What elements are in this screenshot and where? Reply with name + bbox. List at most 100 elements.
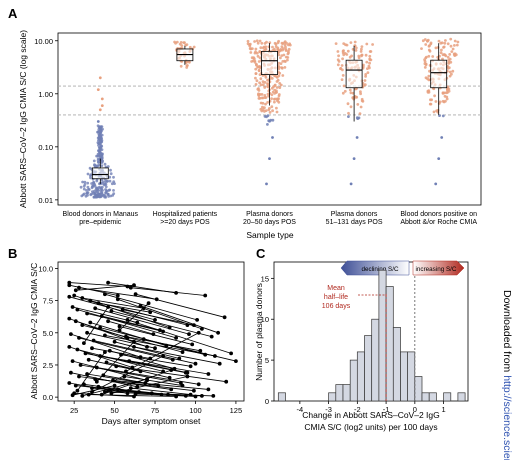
panel-a-point [424, 63, 428, 67]
panel-a-point [441, 92, 445, 95]
panel-b-point [217, 361, 222, 366]
panel-b-point [72, 293, 77, 298]
panel-a-point [341, 74, 345, 77]
panel-a-point [423, 66, 427, 69]
panel-a-point [447, 58, 451, 62]
panel-c-xtick-label: 1 [441, 405, 445, 414]
panel-a-point [264, 48, 267, 51]
panel-a-point [276, 98, 280, 101]
panel-a-point [261, 101, 265, 105]
panel-a-frame [57, 32, 482, 206]
panel-a-boxplot [345, 45, 363, 122]
panel-a-category-label-line: >=20 days POS [160, 219, 210, 226]
panel-b-series-line [130, 387, 191, 396]
panel-a-point [349, 182, 353, 186]
panel-a-point [94, 188, 98, 192]
panel-a-point [364, 75, 367, 78]
download-notice: Downloaded from http://science.scien [501, 290, 513, 460]
panel-a-point [278, 71, 282, 75]
panel-a-point [100, 164, 104, 168]
panel-a-ytick-label: 0.10 [38, 143, 53, 152]
panel-a-point [359, 90, 362, 94]
panel-a-point [253, 40, 256, 43]
panel-b-point [82, 341, 86, 345]
panel-a-point [96, 164, 100, 168]
panel-a-point [268, 77, 272, 81]
panel-b-point [193, 394, 198, 399]
panel-a-point [366, 67, 369, 70]
panel-b-point [77, 285, 81, 290]
panel-a-point [428, 69, 431, 73]
panel-a-point [278, 82, 282, 85]
panel-b-series-line [75, 284, 135, 291]
panel-b-series-line [72, 385, 115, 396]
panel-a-boxplot [430, 43, 448, 115]
mean-annotation-line2: half–life [324, 294, 348, 301]
panel-a-point [275, 91, 278, 94]
panel-a-point [97, 146, 101, 149]
panel-c-bar [371, 318, 380, 402]
panel-a-point [277, 94, 281, 98]
panel-b-series-line [117, 388, 152, 394]
panel-a-point [276, 78, 280, 82]
panel-a-xlabel: Sample type [246, 230, 294, 240]
panel-a-point [273, 41, 277, 45]
panel-a-point [260, 41, 264, 45]
panel-a-point [440, 136, 444, 139]
panel-a-point [103, 162, 107, 166]
panel-a-point [102, 193, 106, 197]
panel-a-point [283, 59, 287, 63]
panel-a-point [278, 86, 282, 89]
panel-a-point [438, 114, 441, 117]
panel-a-point [98, 139, 102, 143]
panel-b-point [174, 336, 179, 340]
panel-b-series-line [135, 293, 225, 318]
panel-b-series-line [96, 367, 199, 385]
panel-a-point [85, 189, 88, 192]
panel-a-point [273, 88, 277, 92]
panel-a-point [269, 118, 273, 122]
panel-a-point [255, 39, 259, 43]
panel-b-series-line [116, 365, 227, 383]
panel-b-point [96, 384, 101, 389]
panel-a-point [343, 89, 347, 93]
panel-b-series-line [122, 309, 194, 326]
panel-b-point [203, 293, 208, 298]
panel-a-point [253, 51, 257, 55]
panel-a-point [453, 52, 457, 56]
panel-a-point [434, 46, 438, 50]
panel-a-point [108, 179, 112, 183]
panel-a-point [98, 108, 102, 112]
panel-b-series-line [98, 302, 151, 313]
panel-a-point [101, 180, 105, 184]
panel-a-point [250, 56, 254, 60]
panel-a-point [261, 80, 265, 84]
download-notice-text: Downloaded from http://science.scien [501, 290, 513, 460]
panel-c-bar [364, 335, 373, 402]
panel-a-point [87, 188, 91, 191]
panel-a-point [249, 47, 253, 51]
panel-a-point [341, 57, 344, 61]
panel-a-point [355, 95, 359, 99]
panel-a-point [451, 47, 455, 51]
panel-b-point [224, 379, 229, 384]
panel-a-point [366, 71, 370, 74]
panel-b-point [188, 364, 193, 369]
panel-b-series-line [70, 333, 141, 358]
panel-b-point [80, 394, 85, 398]
panel-a-point [99, 125, 103, 129]
panel-a-point [273, 74, 276, 78]
panel-a-point [104, 188, 107, 191]
panel-a-point [343, 52, 347, 55]
panel-b-point [83, 351, 88, 356]
download-notice-link[interactable]: http://science.scien [501, 375, 513, 460]
panel-a-point [108, 188, 112, 192]
panel-a-point [271, 136, 274, 139]
panel-a-point [95, 195, 99, 199]
panel-a-point [364, 53, 368, 57]
panel-a-category-label: Blood donors in Manaus pre–epidemic [63, 211, 139, 226]
panel-a-point [341, 91, 345, 95]
panel-c-xtick-label: -3 [325, 405, 332, 414]
panel-a-point [283, 40, 287, 43]
panel-a-point [257, 93, 260, 97]
